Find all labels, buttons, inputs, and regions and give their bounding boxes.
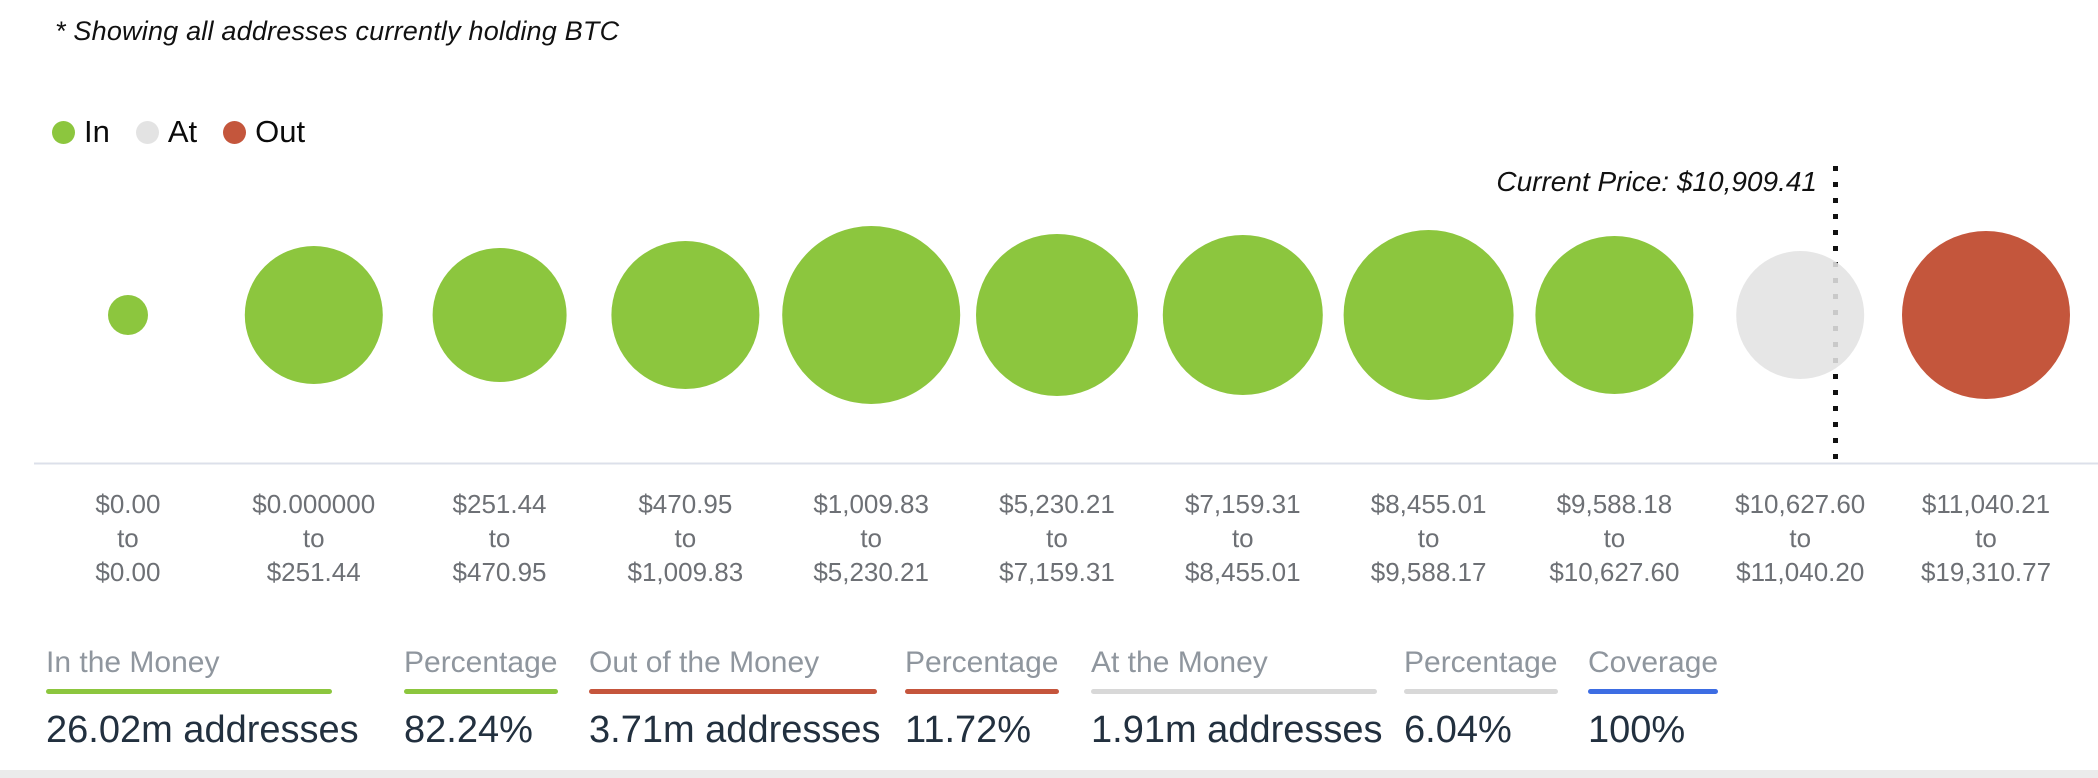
stat-in-the-money-1: In the Money 26.02m addresses (46, 646, 359, 752)
x-tick-range-9: $9,588.18 to $10,627.60 (1549, 489, 1680, 587)
x-axis-labels: $0.00 to $0.00 $0.000000 to $251.44 $251.44 to $… (35, 487, 2079, 589)
stat-label: At the Money (1091, 646, 1268, 679)
bubble-in-3[interactable] (432, 248, 567, 382)
stat-at-the-money-5: At the Money 1.91m addresses (1091, 646, 1383, 752)
x-tick-range-5: $1,009.83 to $5,230.21 (813, 489, 929, 587)
legend-dot-out-icon (223, 120, 247, 144)
x-tick-range-6: $5,230.21 to $7,159.31 (999, 489, 1115, 587)
stat-underline (1588, 689, 1718, 694)
bubble-in-4[interactable] (611, 241, 760, 389)
stat-coverage-7: Coverage 100% (1588, 646, 1718, 752)
bubble-in-5[interactable] (782, 226, 961, 404)
stat-label: Percentage (905, 646, 1059, 679)
stat-percentage-4: Percentage 11.72% (905, 646, 1059, 752)
legend-item-in[interactable]: In (52, 114, 110, 150)
stat-underline (404, 689, 558, 694)
x-tick-range-4: $470.95 to $1,009.83 (627, 489, 744, 587)
stat-label: In the Money (46, 646, 220, 679)
x-tick-range-3: $251.44 to $470.95 (452, 489, 547, 587)
legend-label-at: At (167, 114, 198, 149)
bubble-in-1[interactable] (108, 295, 148, 335)
stats-row: In the Money 26.02m addresses Percentage 82… (0, 646, 2098, 766)
stat-out-of-the-money-3: Out of the Money 3.71m addresses (589, 646, 881, 752)
stat-label: Percentage (404, 646, 558, 679)
stat-value: 26.02m addresses (46, 709, 359, 751)
chart-annotation: * Showing all addresses currently holdin… (55, 16, 620, 46)
bubble-out-11[interactable] (1902, 231, 2070, 399)
stat-value: 6.04% (1404, 709, 1512, 751)
legend-dot-in-icon (52, 120, 75, 144)
bubble-in-6[interactable] (976, 234, 1138, 396)
bubble-in-7[interactable] (1162, 235, 1323, 395)
x-tick-range-8: $8,455.01 to $9,588.17 (1370, 489, 1487, 587)
horizontal-scrollbar[interactable] (0, 770, 2098, 778)
x-tick-range-7: $7,159.31 to $8,455.01 (1184, 489, 1301, 587)
x-tick-range-1: $0.00 to $0.00 (95, 489, 161, 587)
x-tick-range-11: $11,040.21 to $19,310.77 (1920, 489, 2052, 587)
legend-item-at[interactable]: At (135, 114, 198, 150)
stat-value: 1.91m addresses (1091, 709, 1383, 751)
stat-underline (1091, 689, 1377, 694)
legend-item-out[interactable]: Out (223, 114, 305, 150)
bubble-in-8[interactable] (1343, 230, 1514, 400)
bubble-in-2[interactable] (244, 246, 383, 384)
stat-value: 100% (1588, 709, 1686, 751)
current-price-label: Current Price: $10,909.41 (1496, 166, 1817, 197)
stat-value: 11.72% (905, 709, 1032, 751)
chart-legend: In At Out (52, 114, 305, 150)
legend-dot-at-icon (135, 120, 159, 144)
x-tick-range-10: $10,627.60 to $11,040.20 (1735, 489, 1866, 587)
stat-label: Coverage (1588, 646, 1719, 679)
stat-underline (46, 689, 332, 694)
x-tick-range-2: $0.000000 to $251.44 (252, 489, 376, 587)
legend-label-out: Out (255, 114, 306, 149)
stat-underline (589, 689, 877, 694)
stat-percentage-6: Percentage 6.04% (1404, 646, 1558, 752)
stat-label: Out of the Money (589, 646, 820, 679)
stat-underline (1404, 689, 1558, 694)
stat-percentage-2: Percentage 82.24% (404, 646, 558, 752)
bubble-in-9[interactable] (1535, 236, 1694, 394)
stat-underline (905, 689, 1059, 694)
stat-value: 3.71m addresses (589, 709, 881, 751)
bubble-at-10[interactable] (1736, 251, 1865, 379)
stat-label: Percentage (1404, 646, 1558, 679)
legend-label-in: In (84, 114, 110, 149)
stat-value: 82.24% (404, 709, 533, 751)
